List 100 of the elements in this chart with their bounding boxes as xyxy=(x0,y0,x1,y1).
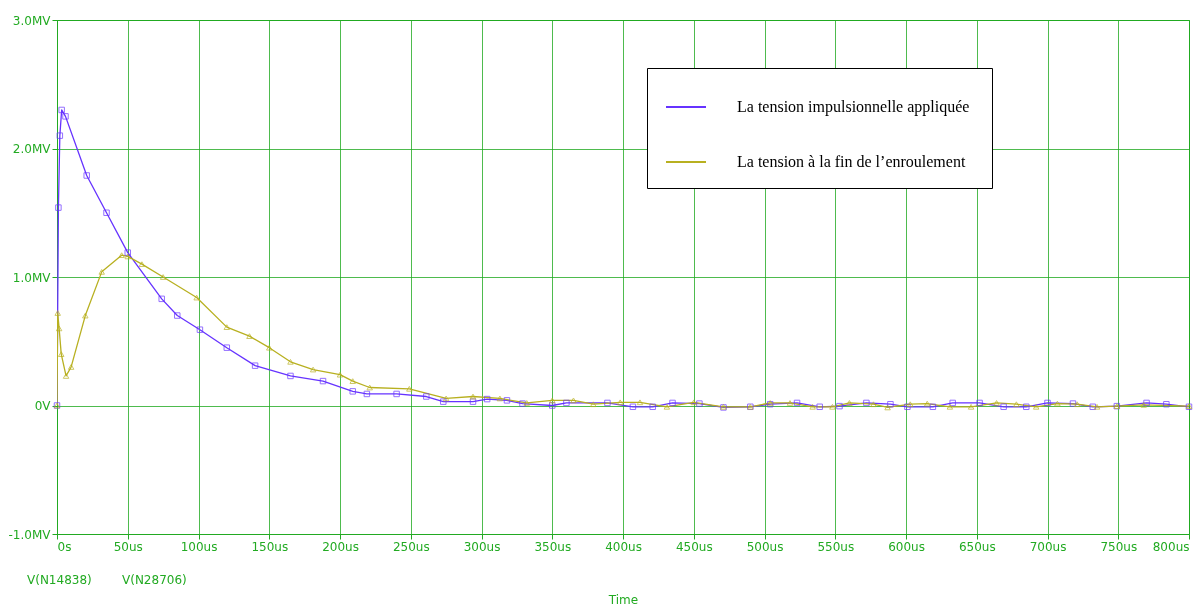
x-tick-label: 600us xyxy=(888,539,925,554)
point xyxy=(309,366,317,373)
point xyxy=(570,397,577,404)
point xyxy=(98,268,105,275)
point xyxy=(56,132,64,139)
point xyxy=(1054,400,1061,407)
point xyxy=(1000,403,1007,411)
point xyxy=(223,324,231,330)
point xyxy=(58,351,65,357)
y-tick-label: 1.0MV xyxy=(12,270,52,285)
y-tick-label: -1.0MV xyxy=(8,527,52,542)
point xyxy=(1089,403,1097,411)
point xyxy=(223,344,231,351)
x-tick-label: 250us xyxy=(392,539,430,554)
point xyxy=(523,400,531,406)
point xyxy=(836,402,843,410)
point xyxy=(519,400,526,407)
point xyxy=(266,344,273,351)
point xyxy=(604,399,611,407)
point xyxy=(1073,401,1081,408)
point xyxy=(967,403,975,410)
point xyxy=(406,385,413,392)
point xyxy=(469,393,477,400)
point xyxy=(863,399,870,407)
point xyxy=(58,106,65,114)
point xyxy=(393,390,400,398)
point xyxy=(349,378,356,384)
point xyxy=(649,403,656,411)
point xyxy=(138,261,146,268)
x-tick-label: 700us xyxy=(1029,539,1067,554)
point xyxy=(124,249,131,256)
point xyxy=(336,371,344,378)
x-tick-label: 300us xyxy=(463,539,501,554)
y-tick-label: 0V xyxy=(34,399,52,413)
x-tick-label: 100us xyxy=(180,539,218,554)
point xyxy=(319,377,327,385)
point xyxy=(870,401,877,408)
point xyxy=(196,326,204,333)
point xyxy=(251,362,259,369)
point xyxy=(118,252,125,259)
point xyxy=(793,399,801,407)
x-tick-label: 650us xyxy=(958,539,996,554)
point xyxy=(496,395,504,402)
point xyxy=(696,400,703,407)
x-tick-label: 800us xyxy=(1152,539,1190,554)
y-tick-label: 2.0MV xyxy=(12,142,52,156)
point xyxy=(287,372,294,380)
x-tick-label: 350us xyxy=(534,539,572,554)
x-tick-label: 500us xyxy=(746,539,784,554)
x-tick-label: 400us xyxy=(605,539,642,554)
point xyxy=(54,310,61,316)
point xyxy=(786,400,794,406)
point xyxy=(82,312,89,319)
point xyxy=(809,403,816,410)
y-tick-label: 3.0MV xyxy=(12,13,52,28)
point xyxy=(629,403,637,411)
point xyxy=(887,400,894,408)
point xyxy=(83,172,90,179)
point xyxy=(55,325,63,332)
point xyxy=(483,395,491,403)
point xyxy=(1013,401,1020,408)
point xyxy=(563,399,570,407)
point xyxy=(67,364,75,370)
point xyxy=(503,397,511,404)
x-tick-label: 750us xyxy=(1100,539,1138,554)
text: V(N14838) xyxy=(27,573,92,587)
point xyxy=(1032,403,1040,410)
point xyxy=(159,274,167,280)
point xyxy=(590,401,597,408)
x-tick-label: 450us xyxy=(675,539,713,554)
text: V(N28706) xyxy=(122,573,187,587)
point xyxy=(423,393,430,400)
point xyxy=(976,399,983,407)
point xyxy=(103,209,110,216)
point xyxy=(55,204,62,211)
x-tick-label: 550us xyxy=(817,539,855,554)
point xyxy=(287,358,294,365)
point xyxy=(993,400,1000,406)
point xyxy=(816,403,823,411)
point xyxy=(62,373,70,379)
point xyxy=(946,403,954,410)
point xyxy=(158,295,165,303)
x-tick-label: 0s xyxy=(57,539,72,554)
legend-label: La tension impulsionnelle appliquée xyxy=(737,98,970,116)
point xyxy=(923,400,931,407)
point xyxy=(124,253,131,260)
point xyxy=(616,399,624,406)
point xyxy=(366,384,373,391)
point xyxy=(246,333,253,339)
point xyxy=(193,294,200,301)
point xyxy=(62,113,69,120)
x-tick-label: 50us xyxy=(113,539,143,554)
point xyxy=(690,399,697,406)
point xyxy=(636,399,644,406)
point xyxy=(549,402,556,409)
x-tick-label: 150us xyxy=(251,539,289,554)
point xyxy=(363,390,371,398)
point xyxy=(1163,400,1170,408)
point xyxy=(1044,399,1051,407)
point xyxy=(846,400,853,406)
